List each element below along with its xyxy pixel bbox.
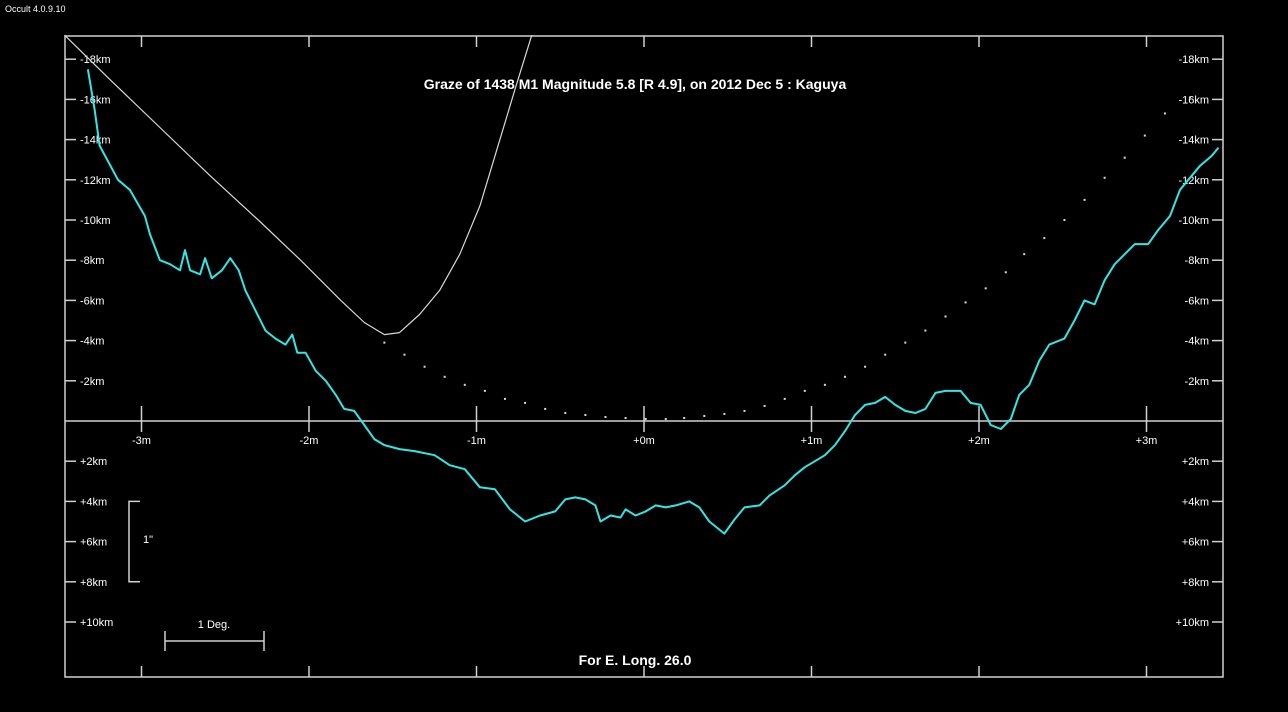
lunar-limb-profile-line [86, 69, 1220, 535]
mean-limb-point [1189, 96, 1192, 99]
mean-limb-point [584, 413, 587, 416]
mean-limb-point [1043, 237, 1046, 240]
arcsec-scale: 1" [128, 500, 153, 583]
y-tick-label-right: -18km [1178, 54, 1209, 66]
y-tick-label-left: -18km [80, 54, 111, 66]
mean-limb-point [564, 411, 567, 414]
y-tick-label-right: +6km [1182, 537, 1209, 549]
mean-limb-point [723, 412, 726, 415]
mean-limb-point [823, 383, 826, 386]
mean-limb-point [884, 353, 887, 356]
plot-frame [64, 35, 1224, 678]
y-tick-label-right: -4km [1185, 336, 1209, 348]
mean-limb-point [664, 417, 667, 420]
chart-title: Graze of 1438 M1 Magnitude 5.8 [R 4.9], … [424, 76, 847, 92]
y-tick-label-right: +2km [1182, 456, 1209, 468]
y-tick-label-left: -14km [80, 135, 111, 147]
mean-limb-point [443, 375, 446, 378]
mean-limb-point [703, 414, 706, 417]
y-tick-label-right: +10km [1176, 617, 1209, 629]
y-tick-label-left: -16km [80, 94, 111, 106]
y-tick-label-left: -10km [80, 215, 111, 227]
y-tick-label-right: -16km [1178, 94, 1209, 106]
degree-scale: 1 Deg. [164, 619, 265, 651]
mean-limb-point [1063, 219, 1066, 221]
mean-limb-point [924, 329, 927, 332]
mean-limb-point [383, 341, 386, 344]
x-tick-label: +0m [633, 435, 655, 447]
mean-limb-point [1163, 112, 1166, 115]
mean-limb-point [483, 389, 486, 392]
y-tick-label-left: +10km [80, 617, 113, 629]
y-tick-label-right: -6km [1185, 295, 1209, 307]
mean-limb-point [604, 415, 607, 418]
mean-limb-point [803, 389, 806, 392]
y-tick-label-right: -2km [1185, 376, 1209, 388]
mean-limb-point [503, 397, 506, 400]
mean-limb-point [763, 404, 766, 407]
mean-limb-point [423, 365, 426, 368]
limit-curve-line [64, 34, 533, 336]
y-tick-label-right: -8km [1185, 255, 1209, 267]
mean-limb-point [964, 301, 967, 304]
degree-scale-label: 1 Deg. [198, 619, 230, 631]
mean-limb-point [904, 341, 907, 344]
arcsec-scale-label: 1" [143, 534, 153, 546]
y-tick-label-left: -2km [80, 376, 104, 388]
y-tick-label-right: -14km [1178, 135, 1209, 147]
y-tick-label-left: -4km [80, 336, 104, 348]
app-title: Occult 4.0.9.10 [5, 4, 66, 14]
chart-footer: For E. Long. 26.0 [579, 652, 692, 668]
arcsec-scale-bracket [128, 500, 140, 583]
x-tick-label: -2m [300, 435, 319, 447]
y-tick-label-left: +6km [80, 537, 107, 549]
y-tick-label-right: +8km [1182, 577, 1209, 589]
series-group [64, 34, 1220, 535]
mean-limb-point [783, 397, 786, 400]
mean-limb-point [644, 417, 647, 420]
mean-limb-point [944, 315, 947, 318]
mean-limb-point [624, 416, 627, 419]
mean-limb-point [544, 407, 547, 410]
mean-limb-point [403, 353, 406, 356]
y-tick-label-left: -8km [80, 255, 104, 267]
mean-limb-point [1004, 271, 1007, 274]
y-tick-label-right: +4km [1182, 496, 1209, 508]
x-tick-label: -1m [467, 435, 486, 447]
mean-limb-point [984, 287, 987, 290]
y-tick-label-left: +4km [80, 496, 107, 508]
mean-limb-point [1083, 198, 1086, 201]
x-tick-label: +1m [801, 435, 823, 447]
mean-limb-point [864, 365, 867, 368]
y-tick-label-left: +2km [80, 456, 107, 468]
mean-limb-point [463, 383, 466, 386]
mean-limb-point [1123, 156, 1126, 159]
mean-limb-point [683, 416, 686, 419]
mean-limb-point [1023, 253, 1026, 256]
y-tick-label-left: +8km [80, 577, 107, 589]
y-tick-label-left: -12km [80, 175, 111, 187]
degree-scale-bar [164, 631, 265, 651]
mean-limb-point [844, 375, 846, 378]
y-tick-label-left: -6km [80, 295, 104, 307]
mean-limb-point [743, 409, 746, 412]
y-tick-label-right: -10km [1178, 215, 1209, 227]
axis-ticks: -3m -2m -1m +0m +1m +2m +3m -18km -18km -16km -16k… [65, 36, 1223, 677]
mean-limb-point [1143, 134, 1146, 137]
x-tick-label: +3m [1136, 435, 1158, 447]
mean-limb-point [524, 401, 527, 404]
x-tick-label: -3m [132, 435, 151, 447]
x-tick-label: +2m [968, 435, 990, 447]
mean-limb-point [1103, 176, 1106, 179]
